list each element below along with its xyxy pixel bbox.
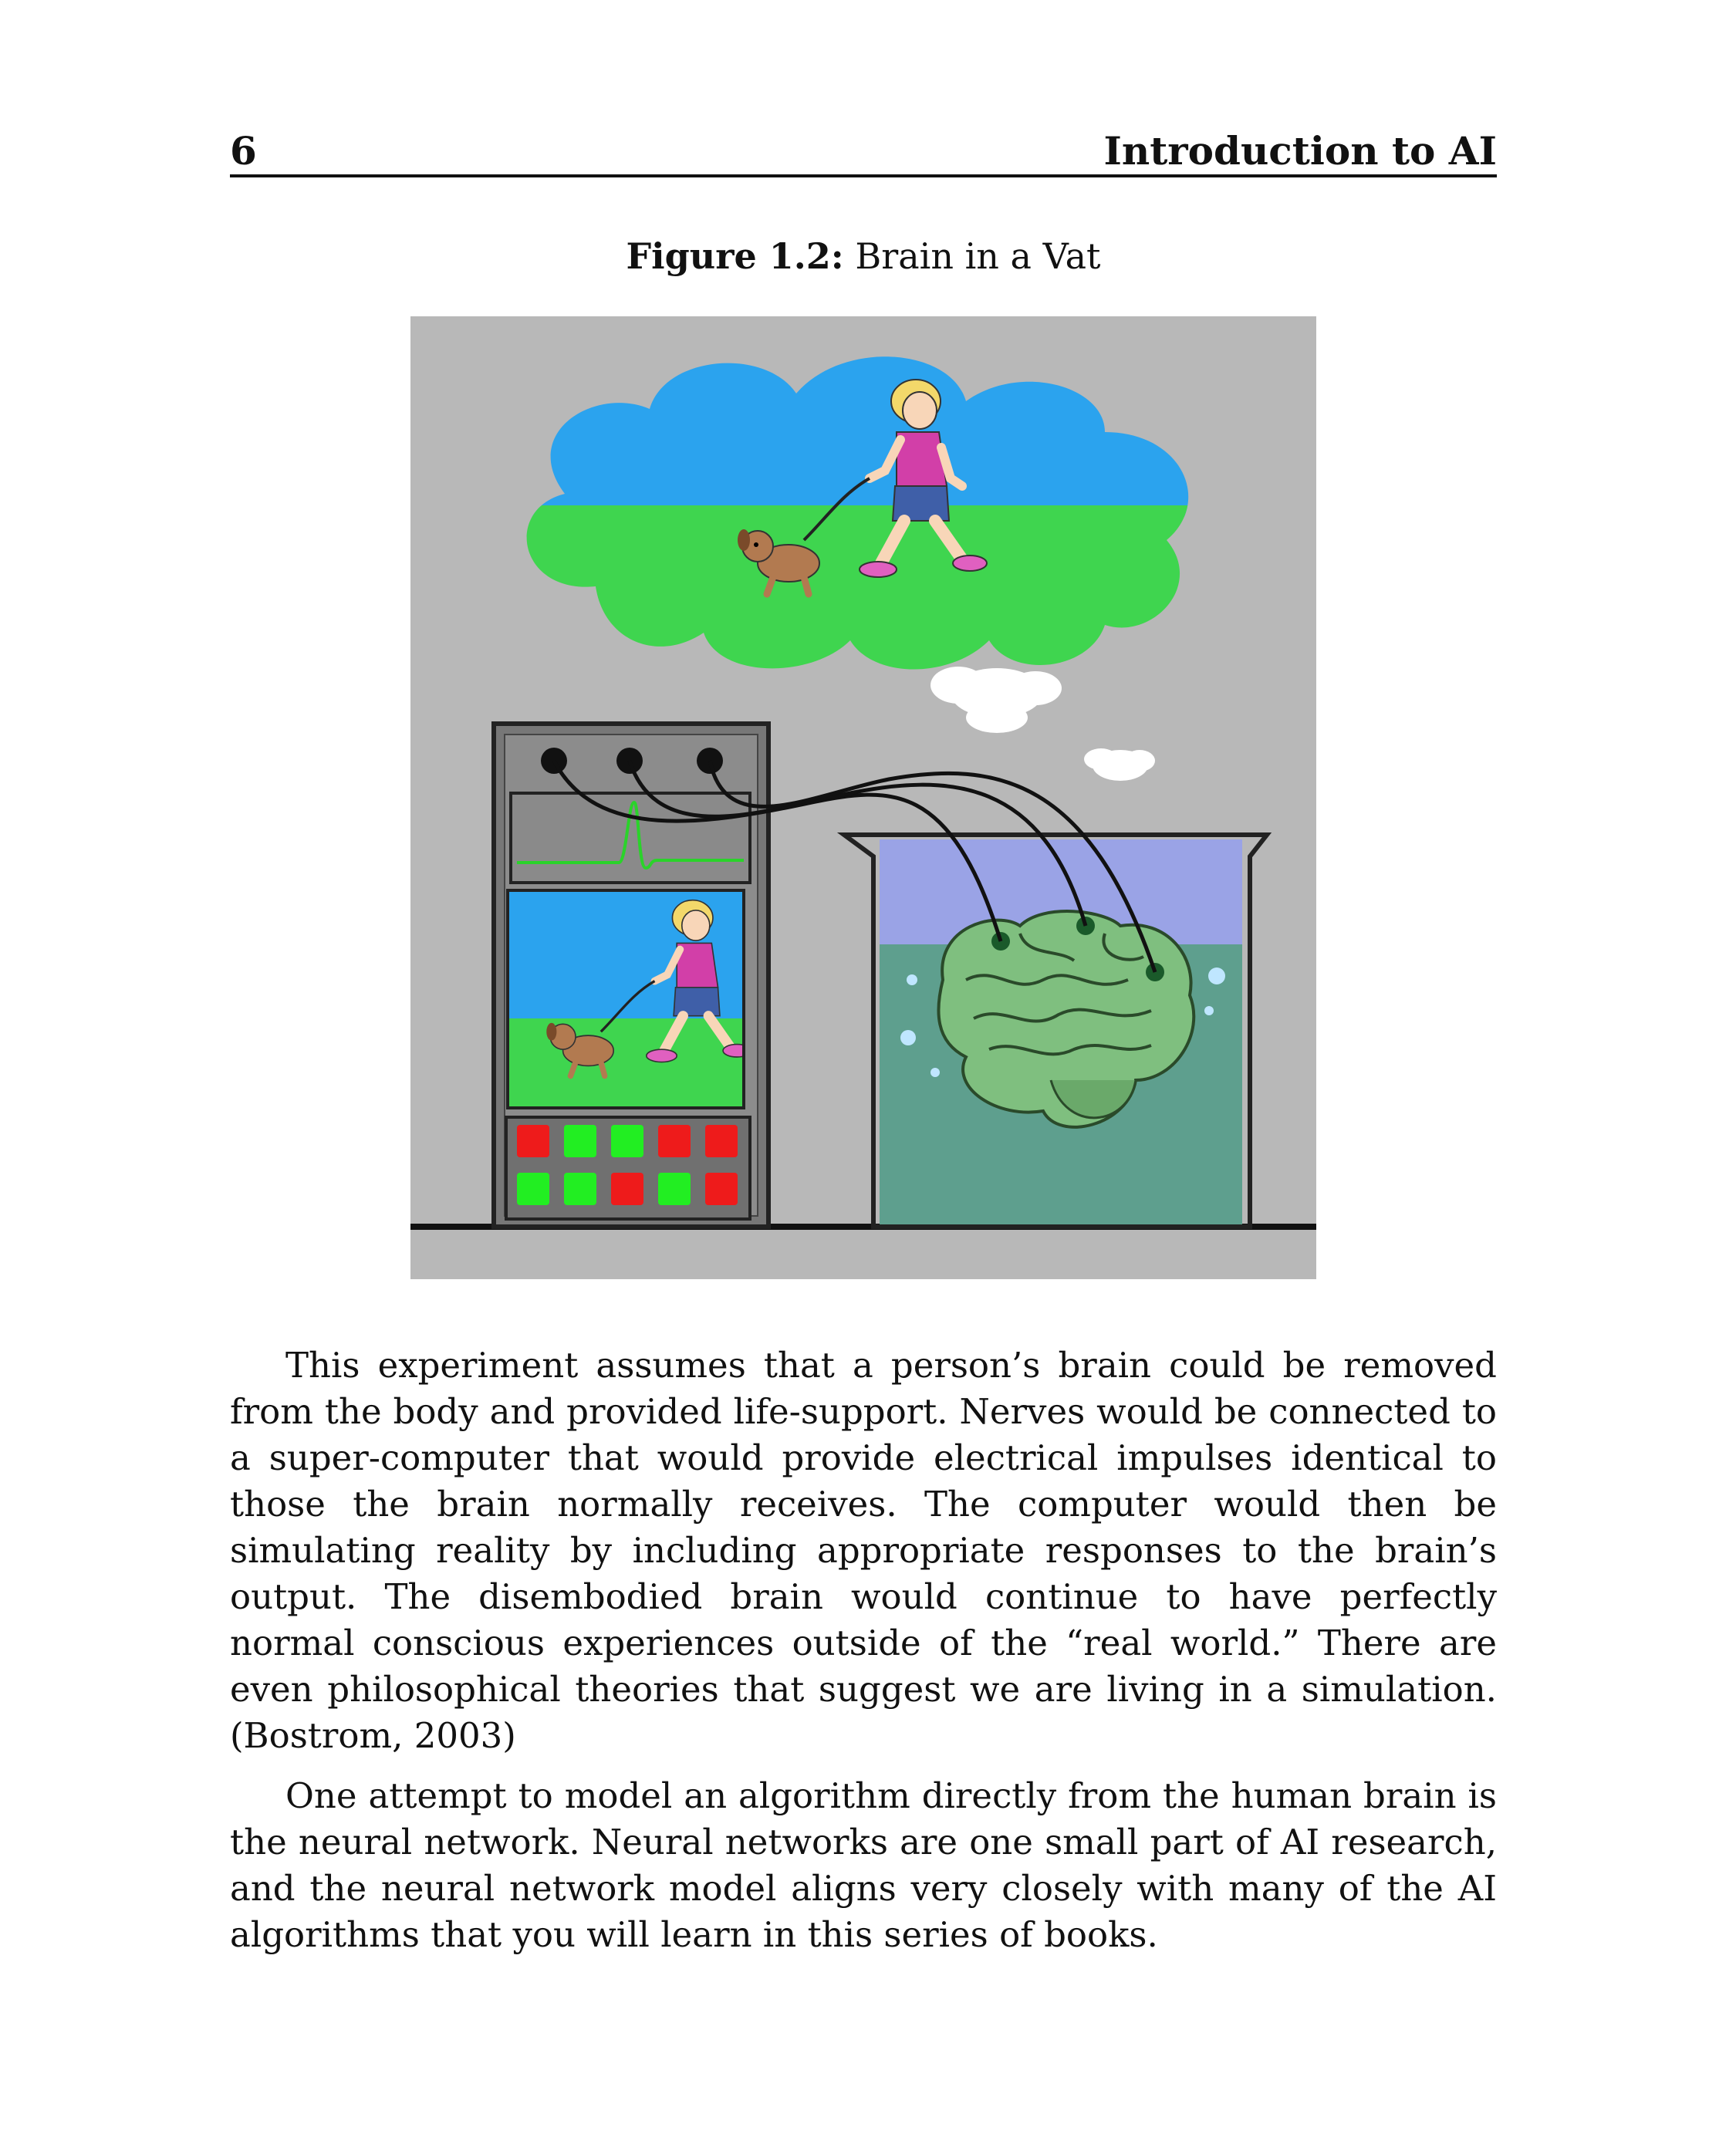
- indicator-light-green: [611, 1125, 643, 1157]
- computer-cabinet-icon: [491, 721, 771, 1229]
- indicator-light-red: [705, 1173, 738, 1205]
- indicator-light-red: [705, 1125, 738, 1157]
- thought-bubbles: [930, 667, 1155, 781]
- indicator-light-green: [517, 1173, 549, 1205]
- girl-walking-dog-icon: [738, 379, 988, 598]
- video-screen: [506, 889, 745, 1109]
- indicator-light-green: [564, 1125, 596, 1157]
- figure-title: Brain in a Vat: [855, 235, 1101, 277]
- indicator-light-green: [658, 1173, 691, 1205]
- figure-label: Figure 1.2:: [626, 235, 844, 277]
- brain-in-vat-figure: [410, 316, 1316, 1279]
- body-text: This experiment assumes that a person’s …: [230, 1342, 1497, 1972]
- page-number: 6: [230, 128, 257, 174]
- indicator-light-red: [658, 1125, 691, 1157]
- electrode-wires-icon: [552, 759, 1157, 973]
- figure-illustration: [410, 316, 1316, 1279]
- indicator-light-red: [517, 1125, 549, 1157]
- running-title: Introduction to AI: [1103, 128, 1497, 174]
- indicator-light-red: [611, 1173, 643, 1205]
- figure-caption: Figure 1.2: Brain in a Vat: [230, 235, 1497, 277]
- oscilloscope-screen-icon: [509, 792, 751, 884]
- indicator-light-green: [564, 1173, 596, 1205]
- indicator-lights-icon: [517, 1125, 738, 1205]
- paragraph-1: This experiment assumes that a person’s …: [230, 1345, 1497, 1756]
- page-header: 6 Introduction to AI: [230, 123, 1497, 177]
- paragraph-2: One attempt to model an algorithm direct…: [230, 1775, 1497, 1955]
